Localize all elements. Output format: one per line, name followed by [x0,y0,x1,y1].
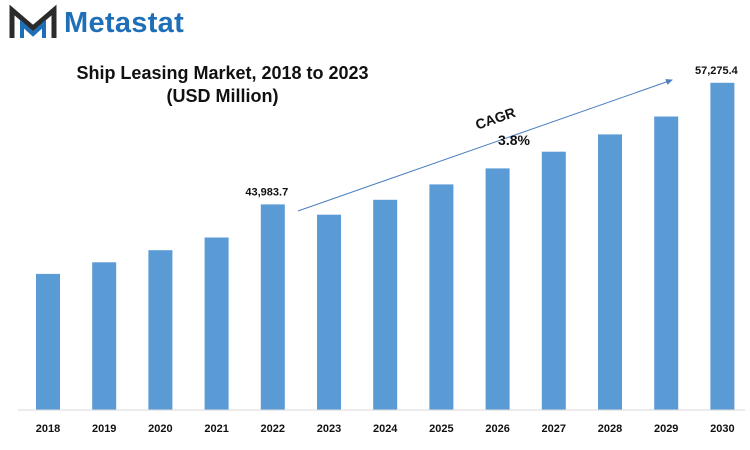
x-tick-label-2019: 2019 [92,423,116,435]
x-tick-label-2029: 2029 [654,423,678,435]
x-tick-label-2025: 2025 [429,423,453,435]
bar-2024 [373,199,398,410]
brand-name: Metastat [64,6,185,39]
bar-2025 [429,184,454,410]
x-tick-label-2020: 2020 [148,423,172,435]
x-tick-label-2018: 2018 [36,423,60,435]
x-tick-label-2026: 2026 [485,423,509,435]
bar-2019 [92,262,117,410]
bar-2026 [485,168,510,410]
cagr-label: CAGR [473,104,517,133]
metastat-m-logo-icon [9,4,57,38]
data-labels: 43,983.7 57,275.4 [245,65,738,199]
cagr-value: 3.8% [498,132,530,148]
chart-title-line-2: (USD Million) [166,86,279,106]
chart-title-line-1: Ship Leasing Market, 2018 to 2023 [76,63,369,83]
x-tick-label-2024: 2024 [373,423,398,435]
bar-2028 [598,134,622,410]
chart-title: Ship Leasing Market, 2018 to 2023 (USD M… [40,62,405,108]
bar-2021 [204,237,229,410]
data-label-2030: 57,275.4 [695,65,739,77]
data-label-2022: 43,983.7 [245,186,288,198]
x-tick-label-2030: 2030 [710,423,734,435]
x-tick-label-2027: 2027 [542,423,566,435]
bar-2023 [317,214,341,410]
brand-logo: Metastat [8,4,184,42]
bars-layer [36,82,735,411]
bar-2018 [36,273,60,410]
bar-2022 [260,204,285,410]
bar-2027 [541,151,566,410]
cagr-arrow [297,79,673,212]
x-tick-labels: 2018 2019 2020 2021 2022 2023 2024 2025 2026 2027… [36,423,735,435]
bar-2030 [710,82,735,411]
bar-2029 [654,116,679,410]
x-tick-label-2022: 2022 [261,423,285,435]
x-tick-label-2023: 2023 [317,423,341,435]
bar-2020 [148,250,173,410]
x-tick-label-2028: 2028 [598,423,622,435]
x-tick-label-2021: 2021 [204,423,228,435]
